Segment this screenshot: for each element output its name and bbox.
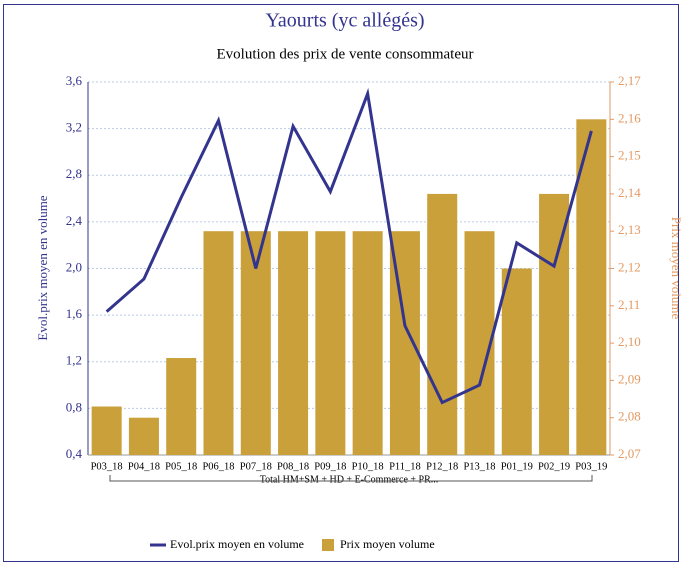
y-axis-label: Evol.prix moyen en volume xyxy=(35,195,50,340)
group-bracket xyxy=(109,475,593,482)
y2-tick-label: 2,11 xyxy=(618,297,640,312)
y2-tick-label: 2,14 xyxy=(618,185,641,200)
legend-label: Evol.prix moyen en volume xyxy=(170,537,304,551)
y2-axis-label: Prix moyen volume xyxy=(669,217,682,320)
x-tick-label: P05_18 xyxy=(165,461,197,472)
x-tick-label: P10_18 xyxy=(352,461,384,472)
x-tick-label: P13_18 xyxy=(463,461,495,472)
y-tick-label: 0,8 xyxy=(66,399,82,414)
x-tick-label: P01_19 xyxy=(501,461,533,472)
bar xyxy=(576,119,607,456)
bar xyxy=(315,231,346,455)
line xyxy=(105,87,593,405)
chart-title: Yaourts (yc allégés) xyxy=(265,10,424,32)
y2-tick-label: 2,07 xyxy=(618,446,641,461)
y-tick-label: 1,2 xyxy=(66,353,82,368)
y2-tick-label: 2,09 xyxy=(618,371,641,386)
y2-tick-label: 2,15 xyxy=(618,148,641,163)
x-tick-label: P03_18 xyxy=(91,461,123,472)
legend-swatch xyxy=(321,539,334,551)
y-tick-label: 2,0 xyxy=(66,259,82,274)
chart-subtitle: Evolution des prix de vente consommateur xyxy=(216,46,473,62)
y2-tick-label: 2,16 xyxy=(618,110,641,125)
bar xyxy=(501,268,532,455)
bar xyxy=(128,417,159,455)
x-tick-label: P04_18 xyxy=(128,461,160,472)
y2-tick-label: 2,08 xyxy=(618,409,641,424)
x-tick-label: P07_18 xyxy=(240,461,272,472)
bar xyxy=(539,193,570,455)
bar xyxy=(91,406,122,455)
y2-tick-label: 2,17 xyxy=(618,73,641,88)
x-tick-label: P11_18 xyxy=(389,461,421,472)
y-tick-label: 2,8 xyxy=(66,166,82,181)
y-tick-label: 1,6 xyxy=(66,306,83,321)
x-tick-label: P06_18 xyxy=(202,461,234,472)
y-tick-label: 2,4 xyxy=(66,213,83,228)
x-tick-label: P09_18 xyxy=(314,461,346,472)
bar xyxy=(166,358,197,455)
bar xyxy=(427,193,458,455)
y2-tick-label: 2,13 xyxy=(618,222,641,237)
y2-tick-label: 2,12 xyxy=(618,259,641,274)
y-tick-label: 0,4 xyxy=(66,446,83,461)
group-label: Total HM+SM + HD + E-Commerce + PR... xyxy=(260,474,439,485)
x-tick-label: P08_18 xyxy=(277,461,309,472)
y-tick-label: 3,2 xyxy=(66,120,82,135)
y-tick-label: 3,6 xyxy=(66,73,83,88)
bar xyxy=(278,231,309,455)
x-tick-label: P02_19 xyxy=(538,461,570,472)
y2-tick-label: 2,10 xyxy=(618,334,641,349)
x-tick-label: P03_19 xyxy=(575,461,607,472)
legend-label: Prix moyen volume xyxy=(340,537,435,551)
bar xyxy=(352,231,383,455)
bar xyxy=(203,231,234,455)
x-tick-label: P12_18 xyxy=(426,461,458,472)
